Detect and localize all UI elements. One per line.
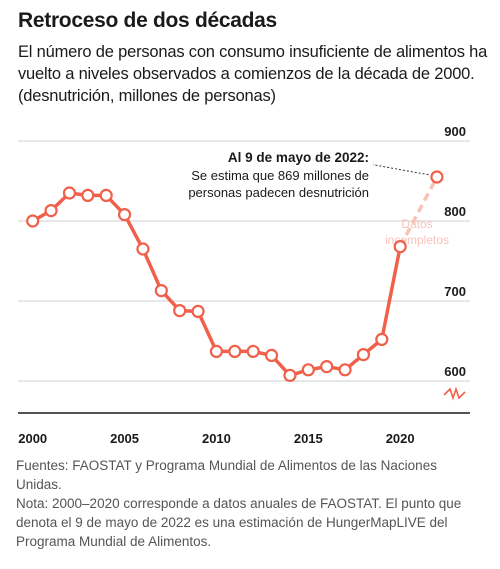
data-point-2018 [356, 348, 371, 362]
data-point-2004 [99, 188, 113, 202]
data-point-2009 [191, 304, 205, 318]
data-point-2001 [44, 204, 58, 218]
data-point-2005 [117, 208, 132, 222]
data-point-2013 [264, 348, 279, 362]
x-tick-label: 2005 [110, 431, 139, 446]
annotation-heading: Al 9 de mayo de 2022: [228, 150, 369, 165]
series-line-incomplete [398, 176, 439, 248]
data-point-2014 [283, 368, 297, 382]
data-point-2015 [301, 363, 315, 377]
data-point-2000 [26, 214, 40, 228]
data-point-2012 [246, 344, 260, 358]
chart-subtitle: El número de personas con consumo insufi… [18, 43, 488, 105]
chart-title: Retroceso de dos décadas [18, 9, 277, 32]
y-tick-label: 600 [444, 364, 466, 379]
y-tick-label: 800 [444, 204, 466, 219]
data-point-2007 [154, 284, 168, 298]
data-point-2002 [62, 186, 77, 200]
axis-break-icon [443, 386, 466, 401]
data-point-2017 [338, 363, 352, 377]
data-point-2008 [173, 304, 187, 318]
annotation-text: personas padecen desnutrición [188, 185, 369, 200]
x-tick-label: 2015 [294, 431, 323, 446]
footer-note: Nota: 2000–2020 corresponde a datos anua… [16, 496, 462, 549]
x-tick-label: 2020 [386, 431, 415, 446]
data-point-2020 [393, 240, 407, 254]
footer: Fuentes: FAOSTAT y Programa Mundial de A… [16, 456, 486, 551]
data-point-2010 [209, 344, 224, 358]
annotation-text: Se estima que 869 millones de [191, 168, 369, 183]
annotation-bg [203, 146, 373, 204]
data-point-2011 [228, 344, 242, 358]
data-point-2003 [81, 188, 95, 202]
data-point-2006 [136, 242, 150, 256]
x-tick-label: 2010 [202, 431, 231, 446]
incomplete-label: Datos [401, 217, 432, 231]
footer-sources: Fuentes: FAOSTAT y Programa Mundial de A… [16, 458, 437, 492]
data-point-2019 [375, 332, 389, 346]
y-tick-label: 700 [444, 284, 466, 299]
y-tick-label: 900 [444, 124, 466, 139]
x-tick-label: 2000 [18, 431, 47, 446]
data-point-2022 [430, 170, 444, 184]
data-point-2016 [320, 360, 334, 374]
